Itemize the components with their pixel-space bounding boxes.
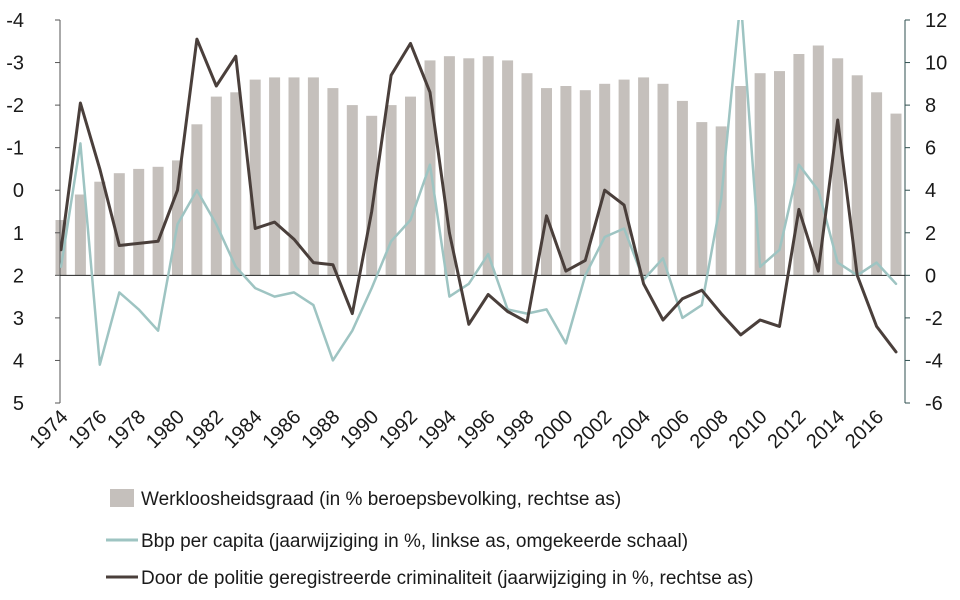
bar-1979 xyxy=(152,166,164,276)
bar-1978 xyxy=(133,168,145,276)
bar-1996 xyxy=(482,56,494,276)
bar-1983 xyxy=(230,92,242,276)
right-tick-label: -2 xyxy=(925,308,943,330)
right-tick-label: 12 xyxy=(925,10,947,32)
left-tick-label: 1 xyxy=(13,223,24,245)
bar-2014 xyxy=(832,58,844,276)
x-tick-label: 1992 xyxy=(375,406,422,453)
bar-1998 xyxy=(521,73,533,276)
x-tick-label: 2008 xyxy=(686,406,733,453)
bar-1976 xyxy=(94,181,106,276)
bar-1997 xyxy=(502,60,514,276)
x-tick-label: 1976 xyxy=(64,406,111,453)
x-tick-label: 1980 xyxy=(142,406,189,453)
bar-1980 xyxy=(172,160,183,276)
series-line-bbp xyxy=(60,20,898,366)
bar-1992 xyxy=(405,96,416,276)
x-tick-label: 2016 xyxy=(841,406,888,453)
right-tick-label: 2 xyxy=(925,223,936,245)
bar-2015 xyxy=(851,75,863,276)
legend-label: Werkloosheidsgraad (in % beroepsbevolkin… xyxy=(141,489,621,510)
bar-2003 xyxy=(618,79,630,276)
bar-1988 xyxy=(327,88,339,276)
bar-2002 xyxy=(599,83,611,276)
left-tick-label: 5 xyxy=(13,393,24,415)
left-tick-label: -4 xyxy=(6,10,24,32)
bar-1985 xyxy=(269,77,281,276)
bar-2004 xyxy=(638,77,650,276)
left-tick-label: -1 xyxy=(6,138,24,160)
right-tick-label: 4 xyxy=(925,180,936,202)
legend-label: Bbp per capita (jaarwijziging in %, link… xyxy=(141,531,688,552)
bar-2016 xyxy=(871,92,883,276)
bar-1990 xyxy=(366,115,378,276)
right-tick-label: 6 xyxy=(925,138,936,160)
bar-2013 xyxy=(812,45,824,276)
bar-2005 xyxy=(657,83,669,276)
legend-swatch-bar xyxy=(110,489,134,507)
left-tick-label: -3 xyxy=(6,53,24,75)
bar-2010 xyxy=(754,73,766,276)
x-tick-label: 2004 xyxy=(608,406,655,453)
right-tick-label: -4 xyxy=(925,350,943,372)
x-tick-label: 1996 xyxy=(453,406,500,453)
right-tick-label: 0 xyxy=(925,265,936,287)
x-tick-label: 1978 xyxy=(103,406,150,453)
x-tick-label: 2002 xyxy=(569,406,616,453)
bar-2007 xyxy=(696,122,708,276)
legend: Werkloosheidsgraad (in % beroepsbevolkin… xyxy=(106,489,753,589)
x-tick-label: 1994 xyxy=(414,406,461,453)
left-tick-label: 3 xyxy=(13,308,24,330)
left-tick-label: 0 xyxy=(13,180,24,202)
x-tick-label: 2000 xyxy=(530,406,577,453)
bar-2011 xyxy=(774,71,785,276)
bar-2009 xyxy=(735,86,747,276)
left-tick-label: 2 xyxy=(13,265,24,287)
bar-1991 xyxy=(385,105,397,276)
left-tick-label: 4 xyxy=(13,350,24,372)
bar-1999 xyxy=(541,88,552,276)
left-tick-label: -2 xyxy=(6,95,24,117)
x-tick-label: 1990 xyxy=(336,406,383,453)
legend-label: Door de politie geregistreerde criminali… xyxy=(141,568,753,589)
right-tick-label: 8 xyxy=(925,95,936,117)
bar-2006 xyxy=(676,100,688,276)
right-tick-label: -6 xyxy=(925,393,943,415)
x-tick-label: 1998 xyxy=(492,406,539,453)
x-tick-label: 1974 xyxy=(26,406,73,453)
x-tick-label: 2012 xyxy=(763,406,810,453)
bar-1975 xyxy=(74,194,86,276)
lines-layer xyxy=(60,20,898,366)
x-tick-label: 1988 xyxy=(297,406,344,453)
bar-1984 xyxy=(249,79,261,276)
right-tick-label: 10 xyxy=(925,53,947,75)
x-tick-label: 2010 xyxy=(725,406,772,453)
x-tick-label: 1984 xyxy=(220,406,267,453)
bar-1995 xyxy=(463,58,475,276)
bar-2000 xyxy=(560,86,572,276)
bar-2001 xyxy=(579,90,591,276)
bar-1981 xyxy=(191,124,203,276)
x-tick-label: 1982 xyxy=(181,406,228,453)
bar-1982 xyxy=(210,96,222,276)
series-line-criminaliteit xyxy=(60,37,898,354)
bar-1986 xyxy=(288,77,300,276)
x-tick-label: 2014 xyxy=(802,406,849,453)
x-tick-label: 2006 xyxy=(647,406,694,453)
bar-1987 xyxy=(307,77,319,276)
bar-1977 xyxy=(113,173,125,276)
axes-layer xyxy=(59,20,906,403)
bar-1994 xyxy=(443,56,455,276)
x-tick-label: 1986 xyxy=(259,406,306,453)
bar-2017 xyxy=(890,113,902,276)
bar-1989 xyxy=(346,105,358,276)
